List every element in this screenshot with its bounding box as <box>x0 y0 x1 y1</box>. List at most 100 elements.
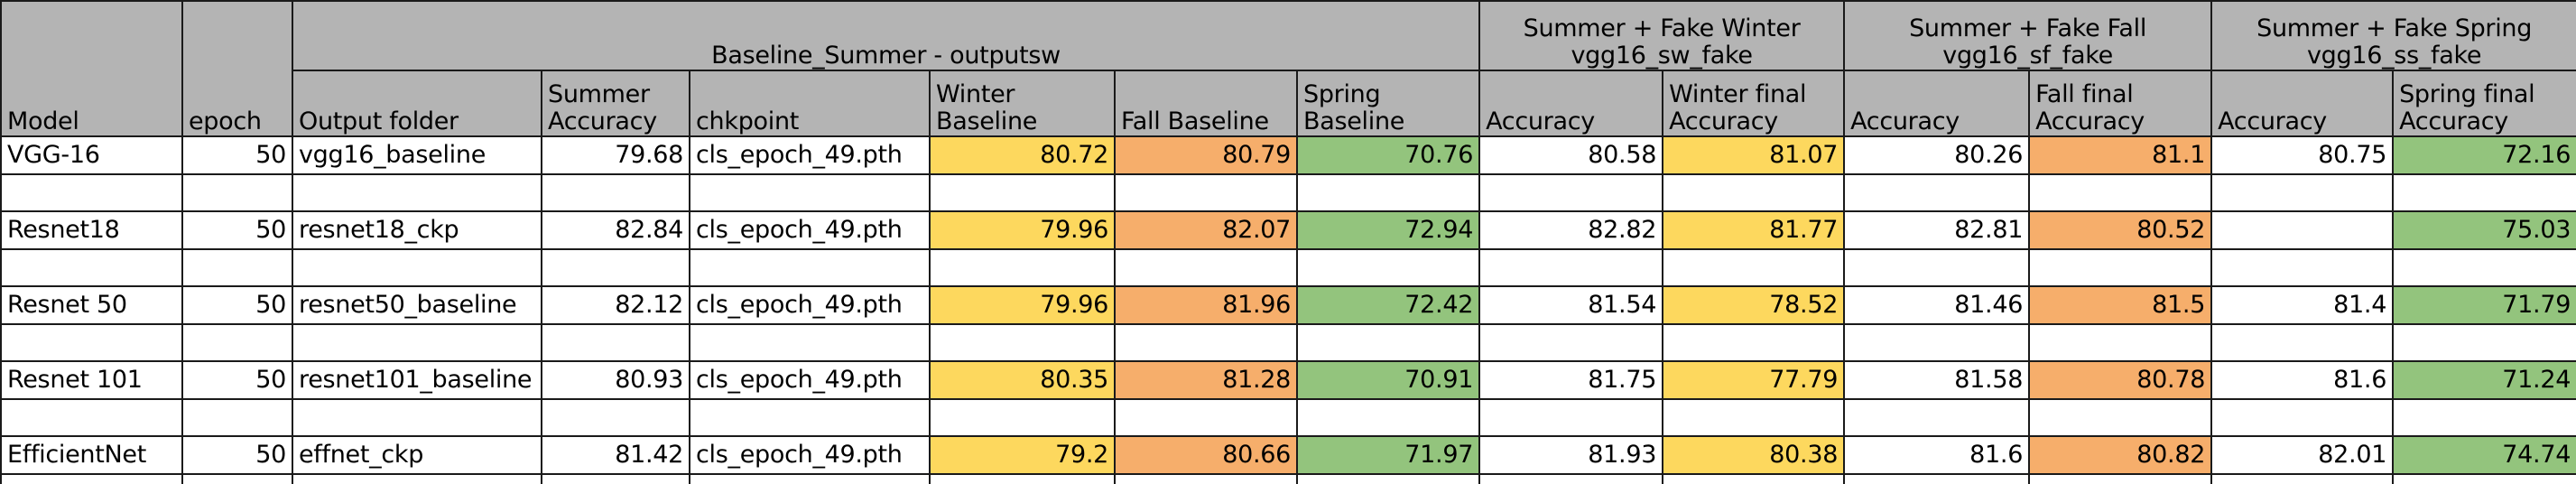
empty-cell[interactable] <box>689 323 931 362</box>
empty-cell[interactable] <box>1114 473 1298 484</box>
empty-cell[interactable] <box>689 248 931 287</box>
empty-cell[interactable] <box>1478 398 1664 437</box>
table-cell[interactable]: 81.93 <box>1478 435 1664 475</box>
table-cell[interactable]: 81.42 <box>541 435 690 475</box>
table-cell[interactable]: 81.58 <box>1843 360 2031 400</box>
table-cell[interactable]: 80.79 <box>1114 135 1298 175</box>
table-cell[interactable]: Resnet 101 <box>0 360 183 400</box>
empty-cell[interactable] <box>2210 248 2395 287</box>
empty-cell[interactable] <box>292 248 542 287</box>
header-cell[interactable]: Fall Baseline <box>1114 70 1298 137</box>
empty-cell[interactable] <box>292 323 542 362</box>
empty-cell[interactable] <box>2210 323 2395 362</box>
empty-cell[interactable] <box>2392 473 2576 484</box>
table-cell[interactable]: cls_epoch_49.pth <box>689 435 931 475</box>
table-cell[interactable]: 81.1 <box>2028 135 2213 175</box>
empty-cell[interactable] <box>541 398 690 437</box>
group-header-fake-spring[interactable]: Summer + Fake Spring vgg16_ss_fake <box>2210 0 2576 71</box>
empty-cell[interactable] <box>1114 173 1298 212</box>
group-header-baseline-summer[interactable]: Baseline_Summer - outputsw <box>291 0 1481 71</box>
empty-cell[interactable] <box>929 323 1116 362</box>
table-cell[interactable]: 50 <box>181 360 293 400</box>
empty-cell[interactable] <box>689 173 931 212</box>
table-cell[interactable]: 82.12 <box>541 285 690 325</box>
header-cell[interactable]: Spring Baseline <box>1295 70 1481 137</box>
table-cell[interactable]: 81.28 <box>1114 360 1298 400</box>
table-cell[interactable]: resnet101_baseline <box>292 360 542 400</box>
empty-cell[interactable] <box>929 398 1116 437</box>
empty-cell[interactable] <box>1295 473 1481 484</box>
empty-cell[interactable] <box>541 248 690 287</box>
table-cell[interactable]: 79.96 <box>929 285 1116 325</box>
table-cell[interactable]: cls_epoch_49.pth <box>689 210 931 250</box>
empty-cell[interactable] <box>689 473 931 484</box>
empty-cell[interactable] <box>2210 398 2395 437</box>
table-cell[interactable]: 79.68 <box>541 135 690 175</box>
table-cell[interactable]: Resnet 50 <box>0 285 183 325</box>
empty-cell[interactable] <box>2392 173 2576 212</box>
header-cell[interactable]: epoch <box>181 0 293 137</box>
table-cell[interactable]: 80.78 <box>2028 360 2213 400</box>
table-cell[interactable]: 78.52 <box>1662 285 1846 325</box>
table-cell[interactable]: 50 <box>181 135 293 175</box>
empty-cell[interactable] <box>292 398 542 437</box>
table-cell[interactable]: 80.72 <box>929 135 1116 175</box>
empty-cell[interactable] <box>1843 323 2031 362</box>
table-cell[interactable]: 82.07 <box>1114 210 1298 250</box>
table-cell[interactable]: resnet18_ckp <box>292 210 542 250</box>
empty-cell[interactable] <box>0 473 183 484</box>
table-cell[interactable]: 50 <box>181 285 293 325</box>
header-cell[interactable]: Accuracy <box>1843 70 2031 137</box>
empty-cell[interactable] <box>292 173 542 212</box>
header-cell[interactable]: Summer Accuracy <box>541 70 690 137</box>
table-cell[interactable]: 75.03 <box>2392 210 2576 250</box>
empty-cell[interactable] <box>1478 473 1664 484</box>
table-cell[interactable]: 72.94 <box>1295 210 1481 250</box>
table-cell[interactable]: cls_epoch_49.pth <box>689 285 931 325</box>
empty-cell[interactable] <box>541 173 690 212</box>
table-cell[interactable]: 81.07 <box>1662 135 1846 175</box>
table-cell[interactable]: 80.66 <box>1114 435 1298 475</box>
table-cell[interactable]: 80.38 <box>1662 435 1846 475</box>
table-cell[interactable]: EfficientNet <box>0 435 183 475</box>
empty-cell[interactable] <box>181 473 293 484</box>
table-cell[interactable]: 82.82 <box>1478 210 1664 250</box>
empty-cell[interactable] <box>1478 248 1664 287</box>
empty-cell[interactable] <box>0 323 183 362</box>
header-cell[interactable]: Winter Baseline <box>929 70 1116 137</box>
empty-cell[interactable] <box>2392 248 2576 287</box>
empty-cell[interactable] <box>2210 473 2395 484</box>
table-cell[interactable]: 71.24 <box>2392 360 2576 400</box>
empty-cell[interactable] <box>2028 248 2213 287</box>
empty-cell[interactable] <box>541 323 690 362</box>
header-cell[interactable]: Model <box>0 0 183 137</box>
empty-cell[interactable] <box>1295 323 1481 362</box>
table-cell[interactable]: 80.75 <box>2210 135 2395 175</box>
table-cell[interactable]: 72.16 <box>2392 135 2576 175</box>
empty-cell[interactable] <box>541 473 690 484</box>
empty-cell[interactable] <box>689 398 931 437</box>
table-cell[interactable]: cls_epoch_49.pth <box>689 135 931 175</box>
table-cell[interactable]: 81.6 <box>1843 435 2031 475</box>
table-cell[interactable]: 81.75 <box>1478 360 1664 400</box>
empty-cell[interactable] <box>1843 248 2031 287</box>
empty-cell[interactable] <box>1478 173 1664 212</box>
table-cell[interactable]: 81.4 <box>2210 285 2395 325</box>
group-header-fake-fall[interactable]: Summer + Fake Fall vgg16_sf_fake <box>1843 0 2213 71</box>
table-cell[interactable]: 77.79 <box>1662 360 1846 400</box>
header-cell[interactable]: Accuracy <box>2210 70 2395 137</box>
empty-cell[interactable] <box>2028 173 2213 212</box>
empty-cell[interactable] <box>1662 398 1846 437</box>
table-cell[interactable]: 81.96 <box>1114 285 1298 325</box>
table-cell[interactable]: 74.74 <box>2392 435 2576 475</box>
table-cell[interactable]: 80.93 <box>541 360 690 400</box>
table-cell[interactable]: 81.77 <box>1662 210 1846 250</box>
empty-cell[interactable] <box>1295 398 1481 437</box>
table-cell[interactable]: 81.6 <box>2210 360 2395 400</box>
table-cell[interactable] <box>2210 210 2395 250</box>
header-cell[interactable]: Winter final Accuracy <box>1662 70 1846 137</box>
table-cell[interactable]: 50 <box>181 210 293 250</box>
header-cell[interactable]: Output folder <box>292 70 542 137</box>
header-cell[interactable]: Spring final Accuracy <box>2392 70 2576 137</box>
empty-cell[interactable] <box>1662 248 1846 287</box>
